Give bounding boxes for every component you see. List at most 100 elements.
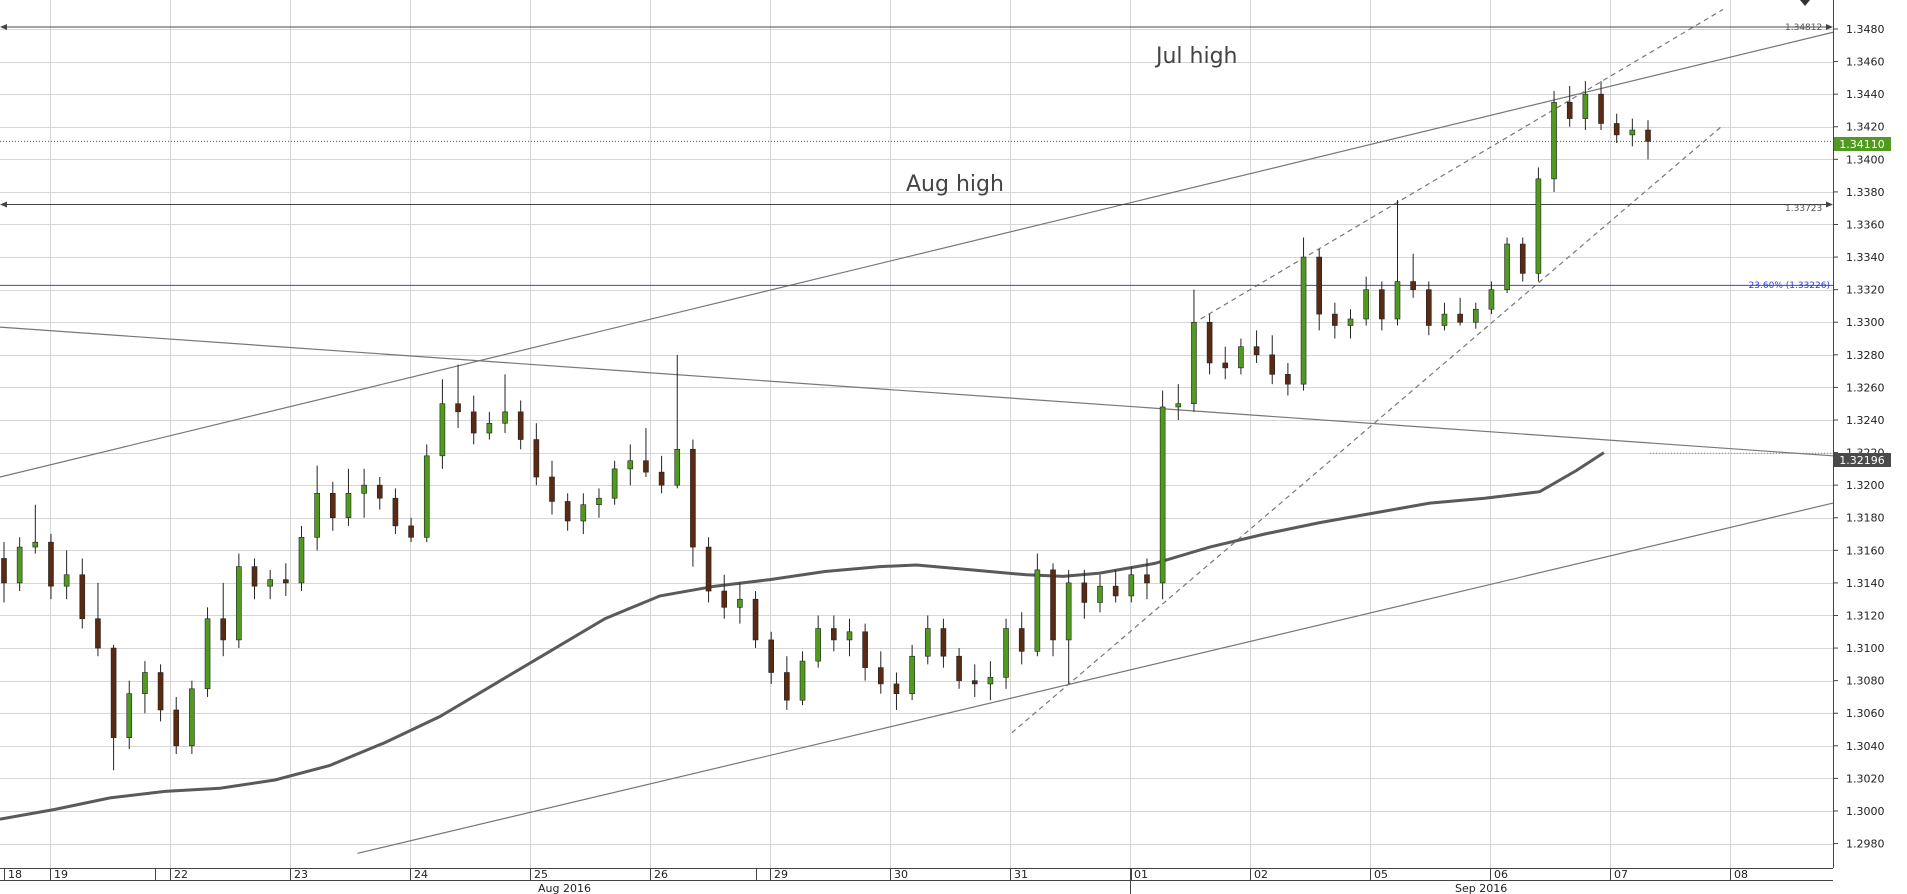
candle-body (517, 411, 524, 440)
y-tick-label: 1.3020 (1846, 772, 1885, 785)
candle (1566, 86, 1573, 127)
candle-body (1629, 129, 1636, 136)
candle-body (1379, 289, 1385, 320)
candle (314, 465, 320, 551)
candle-body (1112, 585, 1119, 597)
candle-body (204, 618, 211, 690)
jul-high-arrow-right-icon (1826, 24, 1833, 31)
y-tick-label: 1.3360 (1846, 218, 1885, 231)
candle (705, 537, 712, 603)
candle-body (971, 680, 978, 685)
candle (79, 558, 86, 629)
candle-body (1175, 403, 1182, 408)
candle-body (658, 471, 665, 486)
candle (110, 644, 117, 771)
candle-body (63, 574, 70, 587)
candle-body (1613, 123, 1620, 136)
candle-body (893, 683, 900, 694)
candle (392, 488, 399, 535)
candle-body (1332, 313, 1338, 326)
y-tick-label: 1.3140 (1846, 577, 1885, 590)
trend-line-3 (357, 502, 1834, 854)
candle-body (157, 672, 164, 711)
candle-body (846, 631, 853, 641)
candle (893, 672, 900, 710)
candle-body (32, 541, 39, 548)
y-axis: 1.3480 1.3460 1.3440 1.3420 1.3400 1.3380 1.33… (1833, 0, 1885, 868)
candle-body (455, 403, 461, 413)
candle (236, 553, 242, 649)
candle-body (1363, 289, 1369, 320)
candle (189, 680, 195, 754)
month-label: Sep 2016 (1455, 882, 1507, 894)
y-tick-label: 1.3260 (1846, 381, 1885, 394)
candle-body (345, 493, 352, 519)
candle (1394, 200, 1401, 326)
y-tick-label: 1.3320 (1846, 284, 1885, 297)
candle-body (862, 631, 868, 668)
x-tick-label: 22 (174, 868, 188, 881)
candle-body (502, 411, 508, 424)
candle (1613, 113, 1620, 144)
candle-body (1598, 93, 1604, 124)
candle-body (1410, 281, 1416, 290)
candle-body (329, 493, 336, 519)
candle (690, 439, 696, 567)
candle-body (1316, 256, 1322, 315)
candle (1504, 237, 1510, 293)
candle (32, 504, 39, 554)
candle (1645, 120, 1651, 160)
candle-body (1191, 321, 1197, 404)
candle (564, 493, 571, 531)
candle (1347, 309, 1354, 339)
jul-high-price-label: 1.34812 (1785, 23, 1822, 33)
candle (1598, 81, 1604, 131)
candle (815, 615, 821, 668)
candle-body (1457, 313, 1463, 323)
candle-body (768, 639, 775, 673)
candle (470, 395, 477, 445)
aug-high-arrow-left-icon (0, 201, 7, 208)
candle-body (1566, 102, 1573, 119)
x-tick-label: 07 (1614, 868, 1628, 881)
x-tick-label: 02 (1254, 868, 1268, 881)
y-tick-label: 1.2980 (1846, 838, 1885, 851)
candle (455, 364, 461, 429)
candle (1034, 553, 1041, 657)
candle-body (220, 618, 226, 641)
candle (909, 644, 915, 701)
fib-level-label: 23.60% (1.33226) (1749, 281, 1830, 291)
candle (924, 615, 931, 665)
x-tick-label: 23 (294, 868, 308, 881)
trend-line-2 (0, 326, 1834, 457)
candle-body (799, 660, 806, 701)
candle (48, 534, 54, 600)
y-tick-label: 1.3340 (1846, 251, 1885, 264)
candle-body (1426, 289, 1432, 326)
scroll-marker-icon[interactable] (1800, 0, 1810, 6)
y-tick-label: 1.3240 (1846, 414, 1885, 427)
candle (329, 481, 336, 531)
candle-body (721, 590, 728, 608)
candle (877, 651, 884, 694)
aug-high-arrow-right-icon (1826, 201, 1833, 208)
trend-line-4 (1011, 124, 1724, 734)
candle-body (1488, 289, 1495, 310)
candle-body (110, 647, 117, 738)
candle (1379, 281, 1385, 331)
candle-body (1222, 362, 1229, 369)
candle (298, 525, 305, 592)
candle (423, 444, 430, 543)
y-tick-label: 1.3180 (1846, 512, 1885, 525)
y-tick-label: 1.3200 (1846, 479, 1885, 492)
candle-body (1253, 346, 1260, 356)
candle-body (126, 693, 133, 738)
y-tick-label: 1.3000 (1846, 805, 1885, 818)
y-tick-label: 1.3440 (1846, 88, 1885, 101)
candle (1065, 569, 1072, 684)
candle (862, 623, 868, 681)
candle-body (314, 493, 320, 538)
candle (831, 615, 837, 652)
candle (376, 477, 383, 510)
